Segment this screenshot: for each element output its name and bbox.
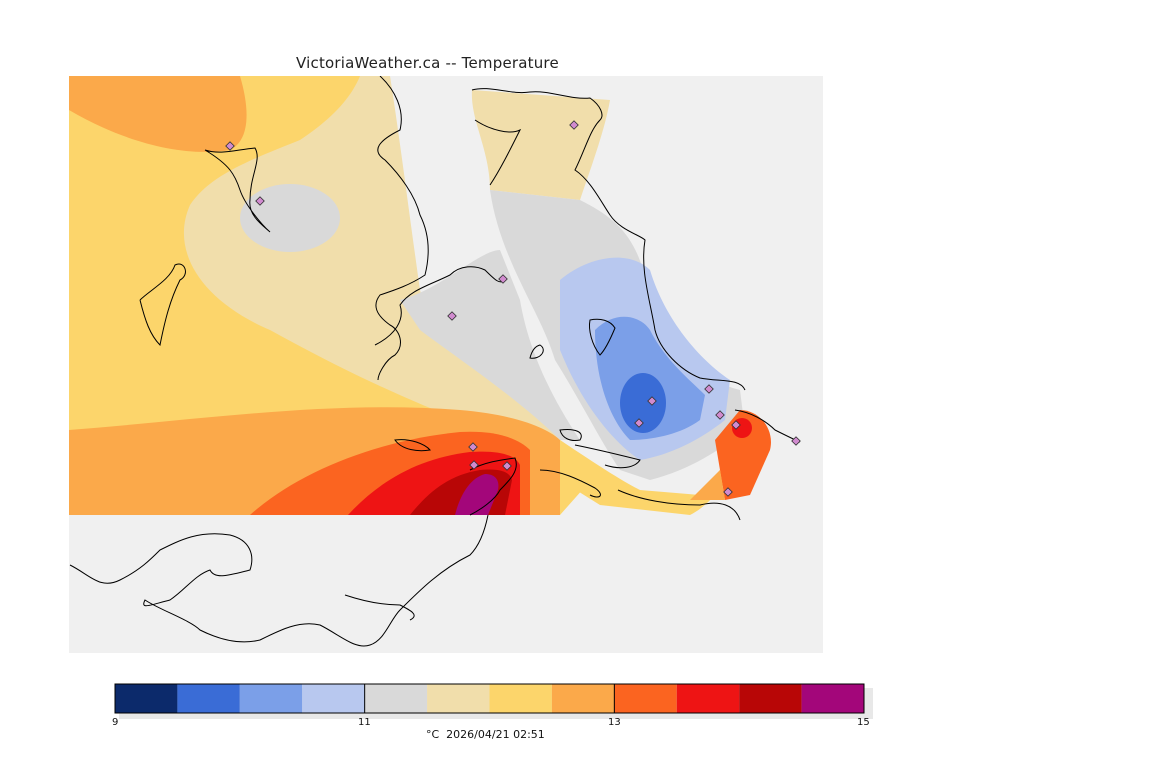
station-marker — [502, 461, 512, 471]
station-marker — [255, 196, 265, 206]
station-marker — [634, 418, 644, 428]
station-marker — [447, 311, 457, 321]
contour-12-5-se — [690, 470, 725, 500]
legend-bin — [115, 684, 178, 713]
contour-9-5 — [620, 373, 666, 433]
legend-tick-label: 9 — [112, 717, 119, 728]
legend-bin — [364, 684, 428, 713]
station-markers — [225, 120, 801, 497]
legend-bin — [676, 684, 740, 713]
contour-11-pocket — [240, 184, 340, 252]
legend-bin — [302, 684, 365, 713]
legend-tick-label: 13 — [608, 717, 621, 728]
east-contours — [471, 90, 771, 515]
legend-tick-label: 15 — [857, 717, 870, 728]
legend-bin — [614, 684, 677, 713]
legend-bin — [801, 684, 864, 713]
contour-14-5 — [455, 474, 499, 515]
legend-bin — [177, 684, 240, 713]
contour-11-5-east — [471, 90, 610, 200]
station-marker — [469, 460, 479, 470]
station-marker — [498, 274, 508, 284]
contour-11-center — [400, 250, 580, 440]
station-marker — [647, 396, 657, 406]
coastline — [69, 76, 801, 647]
legend-bins — [115, 684, 864, 713]
legend-tick-label: 11 — [358, 717, 371, 728]
legend-bin — [239, 684, 303, 713]
station-marker — [468, 442, 478, 452]
station-marker — [704, 384, 714, 394]
station-marker — [791, 436, 801, 446]
contour-13-se — [715, 410, 771, 500]
station-marker — [569, 120, 579, 130]
legend-caption: °C 2026/04/21 02:51 — [426, 728, 545, 741]
station-marker — [731, 420, 741, 430]
legend-bin — [551, 684, 615, 713]
contour-12-5-nw — [69, 76, 247, 152]
station-marker — [225, 141, 235, 151]
station-marker — [723, 487, 733, 497]
legend-bin — [739, 684, 802, 713]
station-marker — [715, 410, 725, 420]
legend-bin — [427, 684, 490, 713]
map-title: VictoriaWeather.ca -- Temperature — [296, 54, 559, 72]
legend-ticks — [114, 684, 865, 713]
temperature-contours — [69, 76, 600, 515]
legend-bin — [489, 684, 552, 713]
